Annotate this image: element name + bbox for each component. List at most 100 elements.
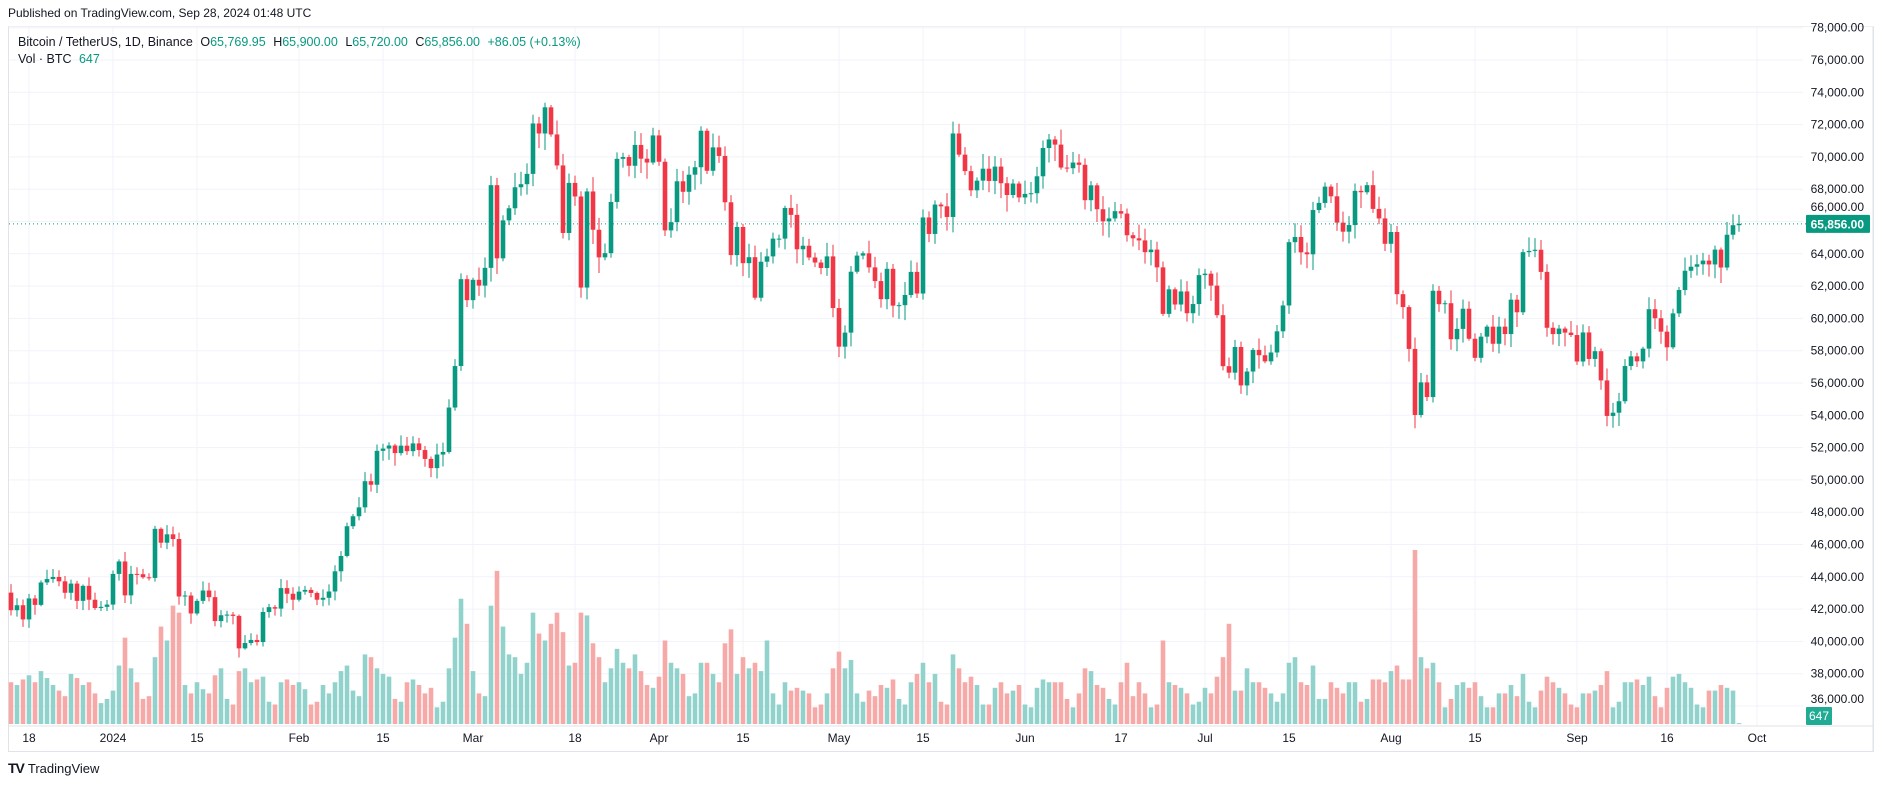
price-tick-label: 48,000.00 bbox=[1811, 505, 1865, 519]
volume-bar bbox=[554, 612, 560, 724]
price-tick-label: 78,000.00 bbox=[1811, 21, 1865, 35]
candle bbox=[854, 251, 860, 274]
volume-bar bbox=[746, 668, 752, 724]
candle bbox=[938, 202, 944, 219]
volume-bar bbox=[602, 682, 608, 724]
candle-body bbox=[1514, 299, 1520, 313]
volume-bar bbox=[1736, 723, 1742, 725]
candle-body bbox=[206, 590, 212, 598]
candle bbox=[806, 238, 812, 261]
volume-bar bbox=[866, 690, 872, 724]
candle-body bbox=[1238, 346, 1244, 386]
volume-bar bbox=[86, 682, 92, 724]
volume-label[interactable]: Vol · BTC bbox=[18, 52, 72, 66]
candle-body bbox=[1628, 356, 1634, 367]
candle-body bbox=[218, 615, 224, 622]
candle bbox=[896, 302, 902, 319]
candle-body bbox=[602, 253, 608, 258]
candle-body bbox=[338, 555, 344, 572]
candle-body bbox=[1076, 162, 1082, 165]
candle-body bbox=[260, 612, 266, 643]
volume-bar bbox=[104, 698, 110, 724]
volume-bar bbox=[1082, 668, 1088, 724]
brand-name[interactable]: TradingView bbox=[27, 760, 100, 776]
candle bbox=[1658, 310, 1664, 344]
candle-body bbox=[1262, 355, 1268, 362]
tradingview-logo-icon[interactable]: TV bbox=[8, 760, 25, 776]
footer: TV TradingView bbox=[8, 760, 99, 776]
candle-body bbox=[1160, 267, 1166, 314]
candle-body bbox=[56, 576, 62, 582]
candle bbox=[230, 612, 236, 625]
candle bbox=[1406, 305, 1412, 362]
candle bbox=[128, 565, 134, 605]
candle-body bbox=[1706, 260, 1712, 265]
volume-bar bbox=[1658, 707, 1664, 724]
time-tick-label: 15 bbox=[190, 731, 204, 745]
volume-bar bbox=[1244, 668, 1250, 724]
candle-body bbox=[1454, 328, 1460, 340]
volume-bar bbox=[464, 623, 470, 724]
candle bbox=[470, 277, 476, 309]
candle-body bbox=[296, 591, 302, 600]
candle-body bbox=[1640, 348, 1646, 362]
candle-body bbox=[416, 443, 422, 451]
volume-bar bbox=[446, 668, 452, 724]
volume-bar bbox=[50, 685, 56, 724]
volume-bar bbox=[488, 605, 494, 724]
candle-body bbox=[518, 184, 524, 188]
candle-body bbox=[710, 147, 716, 171]
candle bbox=[200, 581, 206, 604]
candle-body bbox=[320, 597, 326, 600]
candle-body bbox=[830, 256, 836, 309]
candle bbox=[1400, 290, 1406, 319]
candle-body bbox=[578, 196, 584, 288]
candle bbox=[242, 635, 248, 650]
candle bbox=[278, 578, 284, 617]
candle-body bbox=[80, 585, 86, 601]
candle-body bbox=[1040, 148, 1046, 177]
last-volume-label: 647 bbox=[1809, 709, 1829, 723]
candle bbox=[638, 133, 644, 174]
volume-bar bbox=[284, 679, 290, 724]
candle-body bbox=[500, 220, 506, 259]
candle bbox=[872, 256, 878, 289]
volume-bar bbox=[1448, 698, 1454, 724]
volume-value: 647 bbox=[78, 52, 100, 66]
candle-body bbox=[1304, 252, 1310, 255]
candle-body bbox=[326, 591, 332, 598]
candle-body bbox=[668, 222, 674, 231]
candle-body bbox=[176, 539, 182, 597]
candle bbox=[368, 473, 374, 492]
volume-bar bbox=[632, 654, 638, 724]
price-tick-label: 76,000.00 bbox=[1811, 53, 1865, 67]
volume-bar bbox=[1586, 693, 1592, 724]
candle-body bbox=[362, 481, 368, 508]
candle-body bbox=[452, 366, 458, 408]
candle-body bbox=[1622, 366, 1628, 402]
candle bbox=[1058, 129, 1064, 170]
volume-bar bbox=[1430, 662, 1436, 724]
candle-body bbox=[866, 253, 872, 268]
candle-body bbox=[956, 133, 962, 155]
candle bbox=[500, 215, 506, 262]
candle-body bbox=[1214, 285, 1220, 316]
candle bbox=[1412, 337, 1418, 429]
candle-body bbox=[488, 185, 494, 268]
candle bbox=[1202, 268, 1208, 289]
candle bbox=[1100, 196, 1106, 236]
volume-bar bbox=[1106, 698, 1112, 724]
candle bbox=[536, 116, 542, 149]
candle bbox=[1370, 170, 1376, 213]
candle bbox=[794, 203, 800, 264]
volume-bar bbox=[8, 682, 14, 724]
volume-bar bbox=[1142, 693, 1148, 724]
candle bbox=[1610, 402, 1616, 428]
volume-bar bbox=[1718, 685, 1724, 724]
candle-body bbox=[1166, 289, 1172, 314]
candle-body bbox=[1220, 315, 1226, 367]
volume-bar bbox=[794, 687, 800, 724]
symbol-title[interactable]: Bitcoin / TetherUS, 1D, Binance bbox=[18, 35, 193, 49]
volume-bar bbox=[494, 570, 500, 724]
